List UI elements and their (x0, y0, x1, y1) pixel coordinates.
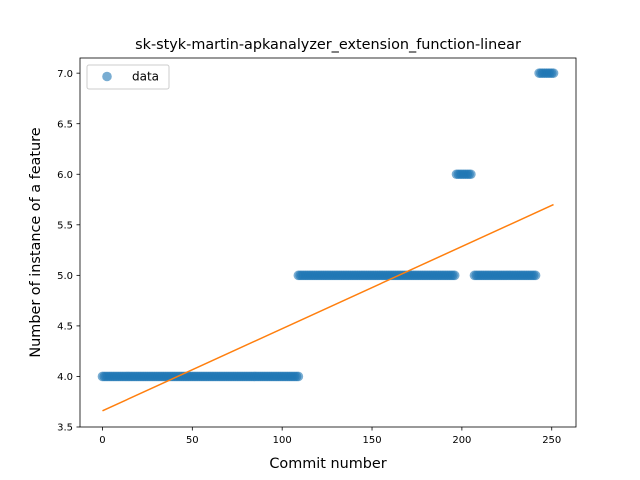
y-tick-label: 3.5 (57, 423, 73, 434)
y-tick-label: 4.0 (57, 372, 73, 383)
y-axis-label: Number of instance of a feature (28, 127, 44, 357)
legend-box (86, 64, 170, 90)
x-tick-label: 250 (542, 435, 561, 446)
y-axis-ticks: 3.5 4.0 4.5 5.0 5.5 6.0 6.5 7.0 (57, 69, 80, 434)
data-point (530, 270, 541, 281)
y-tick-label: 6.5 (57, 119, 73, 130)
chart-title: sk-styk-martin-apkanalyzer_extension_fun… (135, 37, 521, 53)
data-point (548, 68, 559, 78)
fit-line (102, 203, 554, 412)
x-axis-label: Commit number (269, 456, 386, 472)
x-tick-label: 100 (273, 435, 292, 446)
data-point (293, 371, 304, 382)
x-tick-label: 50 (186, 435, 199, 446)
plot-area (97, 68, 559, 412)
legend: data (86, 64, 170, 90)
y-tick-label: 4.5 (57, 322, 73, 333)
y-tick-label: 5.5 (57, 220, 73, 231)
legend-label: data (132, 70, 159, 84)
y-tick-label: 6.0 (57, 170, 73, 181)
axes-frame (79, 57, 577, 428)
data-point (466, 169, 476, 180)
y-tick-label: 7.0 (57, 69, 73, 80)
x-tick-label: 150 (362, 435, 381, 446)
x-tick-label: 0 (99, 435, 105, 446)
x-axis-ticks: 0 50 100 150 200 250 (99, 427, 561, 446)
y-tick-label: 5.0 (57, 271, 73, 282)
legend-marker (102, 71, 112, 82)
data-point (449, 270, 460, 281)
x-tick-label: 200 (452, 435, 471, 446)
